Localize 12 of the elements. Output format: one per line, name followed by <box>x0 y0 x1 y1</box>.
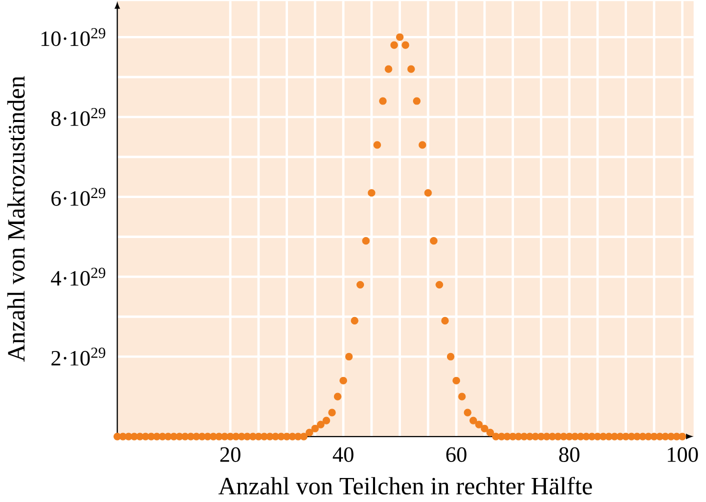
y-tick-label: 2·10$^{29}$ <box>51 348 106 366</box>
x-axis-title: Anzahl von Teilchen in rechter Hälfte <box>218 476 592 495</box>
x-tick-label: 60 <box>446 447 466 462</box>
y-tick-label: 8·10$^{29}$ <box>51 108 106 126</box>
x-tick-label: 20 <box>220 447 240 462</box>
y-tick-label: 4·10$^{29}$ <box>50 268 106 286</box>
x-tick-label: 100 <box>668 447 698 462</box>
y-axis-title: Anzahl von Makrozuständen <box>7 76 25 362</box>
y-tick-label: 10·10$^{29}$ <box>42 28 106 46</box>
y-tick-label: 6·10$^{29}$ <box>51 188 106 206</box>
x-tick-label: 80 <box>559 447 580 462</box>
x-tick-label: 40 <box>332 447 354 462</box>
